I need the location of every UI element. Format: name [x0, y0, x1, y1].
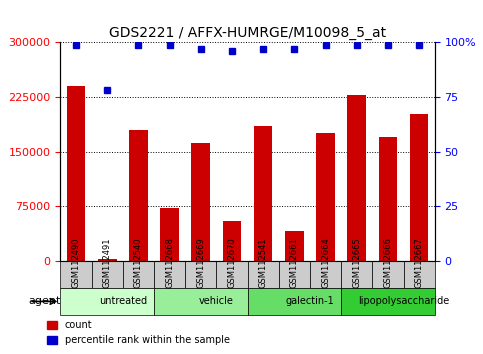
FancyBboxPatch shape	[123, 261, 154, 288]
Bar	[129, 130, 148, 261]
FancyBboxPatch shape	[154, 288, 247, 315]
Text: GSM112666: GSM112666	[384, 237, 392, 288]
Text: GSM112667: GSM112667	[414, 237, 424, 288]
FancyBboxPatch shape	[310, 261, 341, 288]
Bar	[160, 208, 179, 261]
FancyBboxPatch shape	[216, 261, 247, 288]
Text: GSM112670: GSM112670	[227, 237, 237, 288]
FancyBboxPatch shape	[185, 261, 216, 288]
Legend: count, percentile rank within the sample: count, percentile rank within the sample	[43, 316, 234, 349]
Text: lipopolysaccharide: lipopolysaccharide	[358, 296, 449, 307]
Text: GSM112541: GSM112541	[258, 237, 268, 288]
FancyBboxPatch shape	[154, 261, 185, 288]
FancyBboxPatch shape	[341, 288, 435, 315]
Text: GSM112669: GSM112669	[196, 237, 205, 288]
Title: GDS2221 / AFFX-HUMRGE/M10098_5_at: GDS2221 / AFFX-HUMRGE/M10098_5_at	[109, 26, 386, 40]
Bar	[285, 232, 304, 261]
FancyBboxPatch shape	[247, 261, 279, 288]
Text: vehicle: vehicle	[199, 296, 234, 307]
Text: GSM112665: GSM112665	[352, 237, 361, 288]
Text: GSM112540: GSM112540	[134, 237, 143, 288]
FancyBboxPatch shape	[247, 288, 341, 315]
Text: untreated: untreated	[99, 296, 147, 307]
FancyBboxPatch shape	[372, 261, 403, 288]
Text: GSM112664: GSM112664	[321, 237, 330, 288]
Bar	[379, 137, 397, 261]
FancyBboxPatch shape	[341, 261, 372, 288]
Bar	[191, 143, 210, 261]
Text: GSM112668: GSM112668	[165, 237, 174, 288]
FancyBboxPatch shape	[60, 288, 154, 315]
Bar	[67, 86, 85, 261]
Bar	[316, 133, 335, 261]
Bar	[410, 114, 428, 261]
FancyBboxPatch shape	[403, 261, 435, 288]
Text: agent: agent	[28, 296, 60, 307]
Text: GSM112490: GSM112490	[71, 237, 81, 288]
Bar	[98, 259, 116, 261]
Text: GSM112491: GSM112491	[103, 237, 112, 288]
Bar	[223, 221, 242, 261]
Text: GSM112661: GSM112661	[290, 237, 299, 288]
Text: galectin-1: galectin-1	[285, 296, 334, 307]
FancyBboxPatch shape	[279, 261, 310, 288]
Bar	[254, 126, 272, 261]
Bar	[347, 95, 366, 261]
FancyBboxPatch shape	[60, 261, 92, 288]
FancyBboxPatch shape	[92, 261, 123, 288]
